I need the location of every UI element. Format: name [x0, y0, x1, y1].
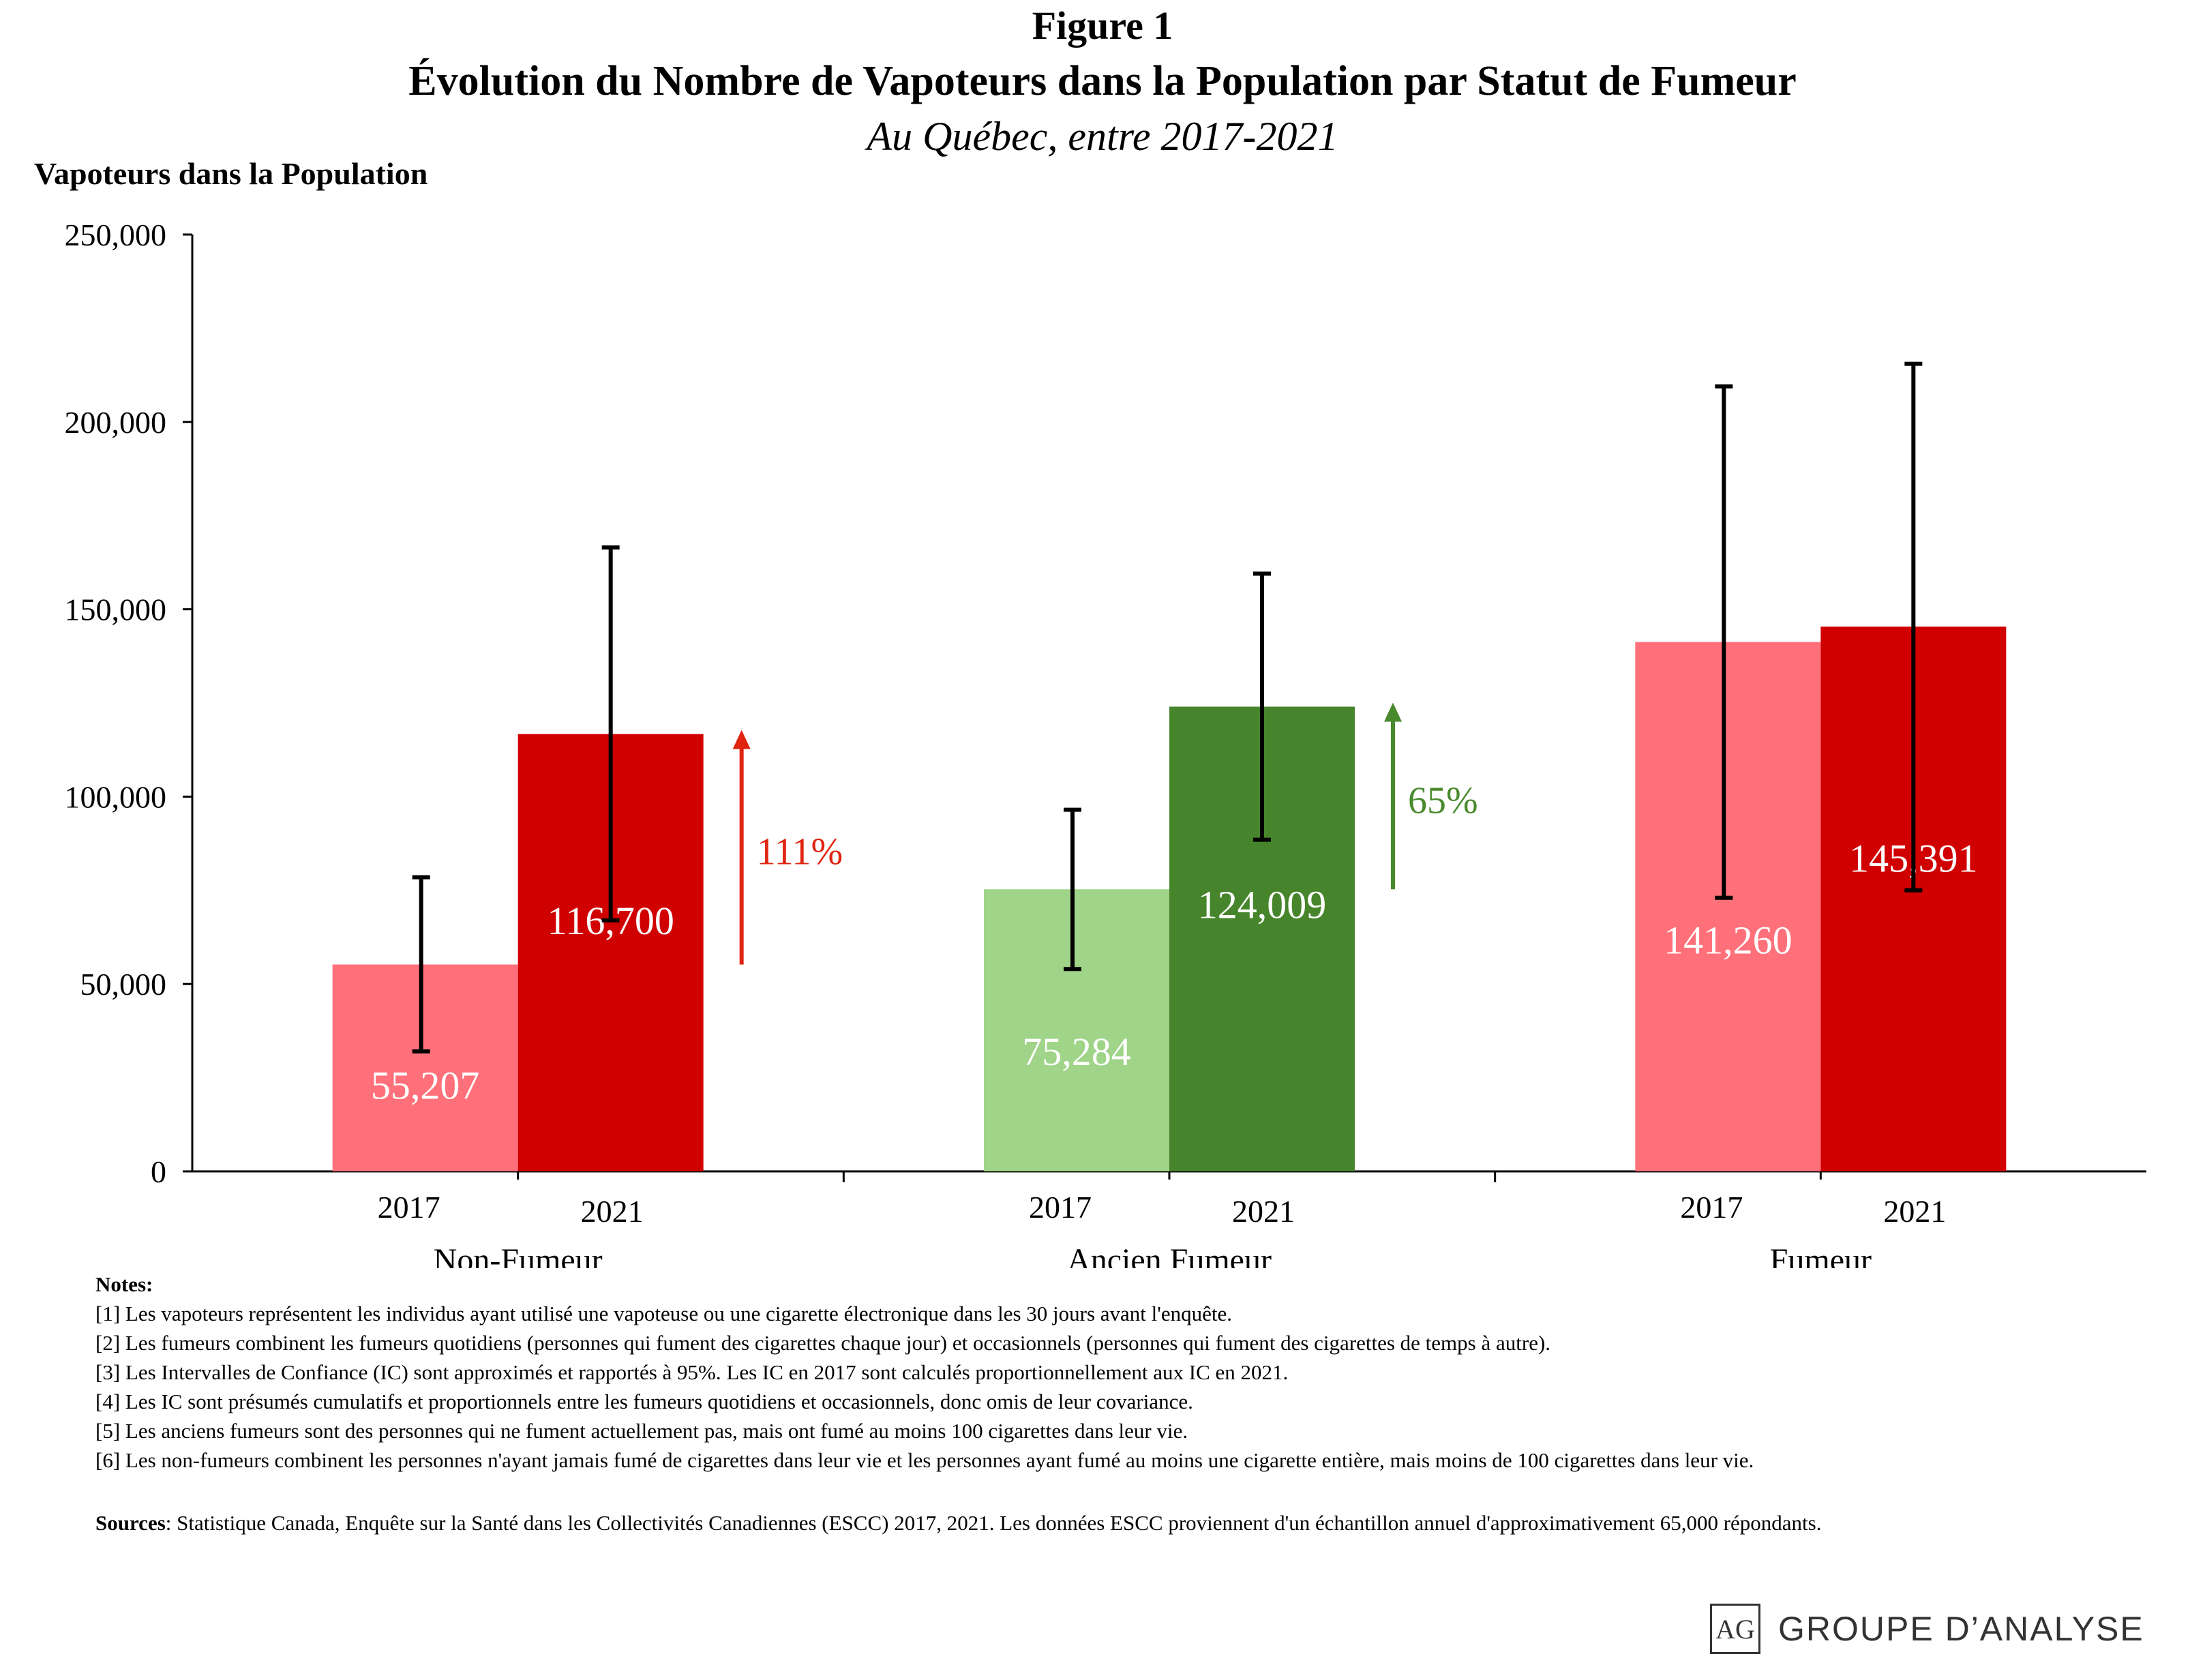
y-tick-label: 100,000 [65, 779, 167, 814]
note-item: [2] Les fumeurs combinent les fumeurs qu… [95, 1331, 1551, 1355]
y-tick-label: 200,000 [65, 405, 167, 440]
y-axis-title: Vapoteurs dans la Population [34, 156, 428, 191]
note-item: [4] Les IC sont présumés cumulatifs et p… [95, 1390, 1193, 1413]
bar-2017 [984, 889, 1169, 1171]
bar-value-label: 141,260 [1664, 918, 1792, 963]
x-tick-label: 2021 [1232, 1194, 1295, 1229]
change-arrow-head [1384, 702, 1402, 722]
bar-chart: 0 50,000 100,000 150,000 200,000 250,000 55,20… [65, 217, 2146, 1268]
note-item: [5] Les anciens fumeurs sont des personn… [95, 1419, 1188, 1443]
notes-heading: Notes [95, 1272, 147, 1296]
note-item: [1] Les vapoteurs représentent les indiv… [95, 1302, 1232, 1325]
x-tick-label: 2021 [581, 1194, 644, 1229]
company-logo: AG GROUPE D’ANALYSE [1710, 1601, 2144, 1657]
x-category-label: Non-Fumeur [434, 1242, 603, 1268]
x-tick-label: 2017 [1029, 1190, 1092, 1225]
sources-text: : Statistique Canada, Enquête sur la San… [165, 1511, 1822, 1535]
bar-2017 [1635, 642, 1821, 1171]
x-category-label: Fumeur [1770, 1242, 1872, 1268]
y-tick-label: 150,000 [65, 592, 167, 627]
change-percent-label: 65% [1408, 779, 1478, 822]
x-tick-label: 2017 [1680, 1190, 1743, 1225]
y-tick-label: 50,000 [80, 967, 167, 1002]
change-arrow-head [732, 730, 751, 749]
sources-section: Sources: Statistique Canada, Enquête sur… [95, 1508, 2114, 1537]
logo-mark: AG [1710, 1604, 1760, 1654]
bar-value-label: 75,284 [1022, 1030, 1131, 1074]
bar-value-label: 55,207 [371, 1063, 480, 1107]
bar-2017 [332, 964, 518, 1171]
x-category-label: Ancien Fumeur [1067, 1242, 1272, 1268]
notes-section: Notes: [1] Les vapoteurs représentent le… [95, 1270, 1754, 1475]
x-tick-label: 2017 [378, 1190, 440, 1225]
sources-heading: Sources [95, 1511, 166, 1535]
y-tick-label: 250,000 [65, 217, 167, 252]
y-tick-label: 0 [151, 1154, 166, 1189]
chart-title: Évolution du Nombre de Vapoteurs dans la… [408, 58, 1797, 104]
chart-subtitle: Au Québec, entre 2017-2021 [867, 114, 1338, 159]
x-tick-label: 2021 [1883, 1194, 1946, 1229]
bar-value-label: 124,009 [1198, 883, 1327, 927]
note-item: [3] Les Intervalles de Confiance (IC) so… [95, 1360, 1289, 1384]
figure-label: Figure 1 [1032, 3, 1173, 48]
note-item: [6] Les non-fumeurs combinent les person… [95, 1448, 1754, 1472]
change-percent-label: 111% [757, 831, 843, 873]
logo-text: GROUPE D’ANALYSE [1778, 1610, 2144, 1648]
